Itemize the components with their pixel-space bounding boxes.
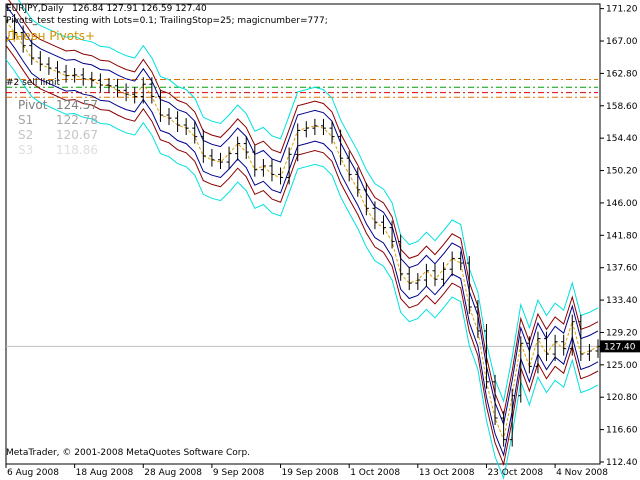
copyright-footer: MetaTrader, © 2001-2008 MetaQuotes Softw… — [6, 448, 251, 458]
pivot-label: Pivot — [18, 98, 48, 112]
x-tick-label-6: 13 Oct 2008 — [419, 468, 475, 478]
symbol-header: EURJPY,Daily 126.84 127.91 126.59 127.40 — [6, 4, 207, 14]
y-tick-label-5: 150.20 — [606, 167, 638, 177]
pivot-value: 120.67 — [56, 128, 98, 142]
pivot-row-pivot: Pivot 124.57 — [18, 98, 98, 112]
y-tick-label-12: 120.80 — [606, 393, 638, 403]
x-tick-label-7: 23 Oct 2008 — [487, 468, 543, 478]
y-tick-label-7: 141.80 — [606, 231, 638, 241]
pivot-label: S3 — [18, 143, 34, 157]
pivot-row-s2: S2 120.67 — [18, 128, 98, 142]
y-tick-label-6: 146.00 — [606, 199, 638, 209]
x-tick-label-5: 1 Oct 2008 — [350, 468, 400, 478]
pivot-value: 122.78 — [56, 113, 98, 127]
band-middle-lower — [5, 45, 599, 467]
y-tick-label-13: 116.60 — [606, 426, 638, 436]
y-tick-label-4: 154.40 — [606, 134, 638, 144]
current-price-badge — [600, 340, 640, 353]
pivot-label: S1 — [18, 113, 34, 127]
pivot-label: S2 — [18, 128, 34, 142]
x-tick-label-8: 4 Nov 2008 — [556, 468, 608, 478]
band-outer-upper — [17, 0, 599, 403]
pivot-row-s1: S1 122.78 — [18, 113, 98, 127]
band-inner-lower — [5, 36, 599, 457]
x-tick-label-4: 19 Sep 2008 — [282, 468, 339, 478]
band-outer-lower — [5, 59, 599, 480]
ohlc-values: 126.84 127.91 126.59 127.40 — [72, 4, 207, 14]
y-tick-label-8: 137.60 — [606, 264, 638, 274]
pivot-mid-line — [5, 20, 599, 442]
x-tick-label-3: 9 Sep 2008 — [213, 468, 265, 478]
plot-frame — [5, 3, 601, 465]
y-tick-label-0: 171.20 — [606, 5, 638, 15]
y-tick-label-10: 129.20 — [606, 328, 638, 338]
symbol-timeframe: EURJPY,Daily — [6, 4, 64, 14]
y-tick-label-1: 167.00 — [606, 37, 638, 47]
x-tick-label-2: 28 Aug 2008 — [144, 468, 202, 478]
pivot-value: 118.86 — [56, 143, 98, 157]
x-tick-label-1: 18 Aug 2008 — [76, 468, 134, 478]
y-tick-label-3: 158.60 — [606, 102, 638, 112]
pivot-value: 124.57 — [56, 98, 98, 112]
order-label: #2 sell limit — [6, 78, 61, 88]
y-tick-label-11: 125.00 — [606, 361, 638, 371]
current-price-label: 127.40 — [604, 342, 636, 352]
x-tick-label-0: 6 Aug 2008 — [7, 468, 59, 478]
y-tick-label-2: 162.80 — [606, 69, 638, 79]
expert-status: Pivots_test testing with Lots=0.1; Trail… — [6, 16, 328, 26]
y-tick-label-14: 112.40 — [606, 458, 638, 468]
pivot-row-s3: S3 118.86 — [18, 143, 98, 157]
band-middle-upper — [8, 0, 599, 417]
band-inner-upper — [5, 5, 599, 426]
y-tick-label-9: 133.40 — [606, 296, 638, 306]
indicator-name: Дневн Pivots+ — [6, 29, 96, 43]
